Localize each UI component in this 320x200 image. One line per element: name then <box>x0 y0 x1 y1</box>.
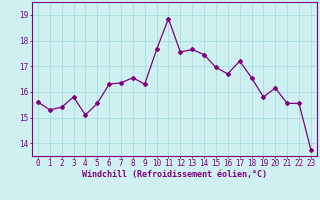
X-axis label: Windchill (Refroidissement éolien,°C): Windchill (Refroidissement éolien,°C) <box>82 170 267 179</box>
